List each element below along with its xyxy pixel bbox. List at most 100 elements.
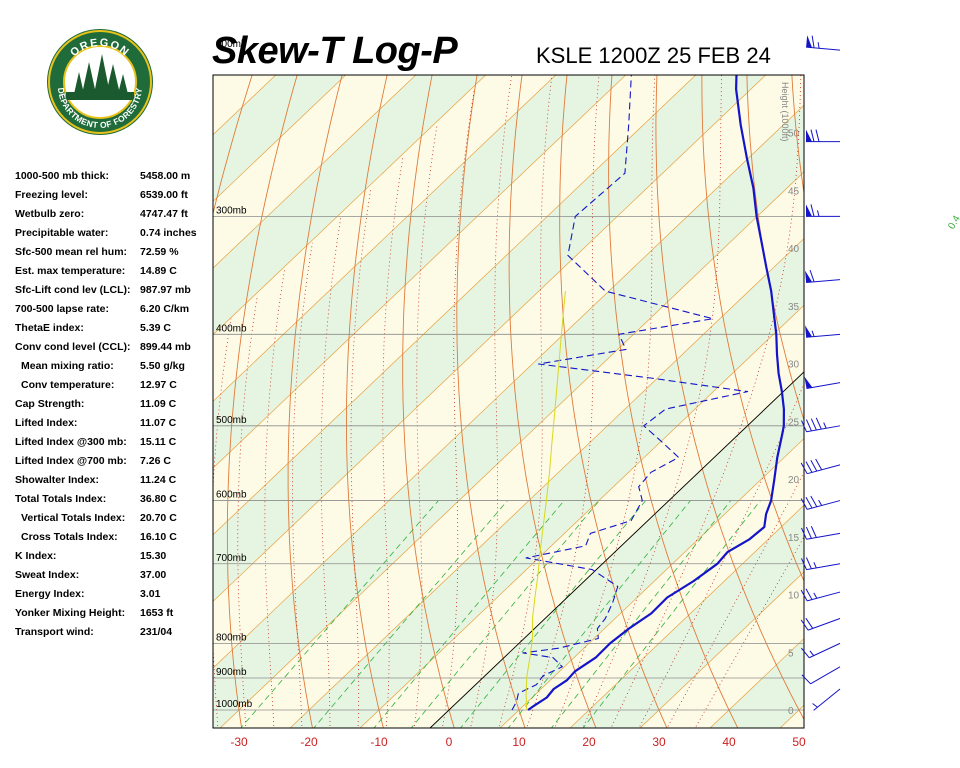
wind-barb xyxy=(801,557,841,571)
index-row: Est. max temperature: 14.89 C xyxy=(15,263,215,282)
index-row: Lifted Index @300 mb: 15.11 C xyxy=(15,434,215,453)
wind-barb xyxy=(805,269,841,284)
index-label: Showalter Index: xyxy=(15,474,100,486)
index-label: Sweat Index: xyxy=(15,569,80,581)
wind-barb-staff xyxy=(806,563,841,571)
height-tick-label: 0 xyxy=(788,706,794,717)
wind-barb-pennant xyxy=(804,376,813,389)
height-tick-label: 15 xyxy=(788,533,800,544)
wind-barb-flag xyxy=(815,458,823,471)
index-label: Total Totals Index: xyxy=(15,493,107,505)
x-tick-label: 0 xyxy=(446,735,453,749)
moist-adiabat xyxy=(582,75,723,728)
pressure-label: 1000mb xyxy=(216,699,253,710)
index-label: Energy Index: xyxy=(15,588,85,600)
x-tick-label: -10 xyxy=(370,735,388,749)
index-value: 4747.47 ft xyxy=(140,208,188,220)
x-tick-label: 20 xyxy=(582,735,596,749)
index-value: 16.10 C xyxy=(140,531,177,543)
x-tick-label: -20 xyxy=(300,735,318,749)
index-value: 11.07 C xyxy=(140,417,177,429)
isotherm-line xyxy=(213,75,416,269)
mixing-ratio-line xyxy=(582,500,761,728)
wind-barb-staff xyxy=(806,46,841,51)
wind-barb-halfflag xyxy=(811,330,815,337)
isotherm-line xyxy=(569,504,804,728)
index-value: 6.20 C/km xyxy=(140,303,190,315)
x-tick-label: 50 xyxy=(792,735,806,749)
isotherm-line xyxy=(779,704,804,728)
index-label: Cap Strength: xyxy=(15,398,85,410)
wind-barb-flag xyxy=(800,498,808,510)
index-row: 1000-500 mb thick: 5458.00 m xyxy=(15,168,215,187)
index-label: ThetaE index: xyxy=(15,322,84,334)
height-tick-label: 40 xyxy=(788,244,800,255)
index-row: Showalter Index: 11.24 C xyxy=(15,472,215,491)
chart-title: Skew-T Log-P xyxy=(212,30,458,72)
height-axis-title: Height (1000ft) xyxy=(780,82,790,142)
isotherm-line xyxy=(289,238,804,728)
plot-border xyxy=(212,74,805,729)
index-label: Transport wind: xyxy=(15,626,94,638)
index-label: Sfc-Lift cond lev (LCL): xyxy=(15,284,131,296)
wind-barb-flag xyxy=(815,129,820,142)
wind-barb xyxy=(805,325,841,338)
index-value: 7.26 C xyxy=(140,455,171,467)
index-value: 15.11 C xyxy=(140,436,177,448)
dry-adiabat xyxy=(791,75,804,196)
wind-barb-halfflag xyxy=(809,650,815,656)
height-tick-label: 25 xyxy=(788,417,800,428)
index-label: Conv cond level (CCL): xyxy=(15,341,131,353)
wind-barb-halfflag xyxy=(813,562,817,569)
pressure-label: 500mb xyxy=(216,415,247,426)
pressure-label: 600mb xyxy=(216,490,247,501)
index-label: 1000-500 mb thick: xyxy=(15,170,109,182)
temperature-band xyxy=(213,105,804,728)
wind-barb xyxy=(801,642,841,659)
wind-barb-flag xyxy=(810,460,818,472)
index-value: 5.39 C xyxy=(140,322,171,334)
wind-barb-halfflag xyxy=(813,592,818,599)
wind-barb xyxy=(801,417,841,433)
index-label: Est. max temperature: xyxy=(15,265,126,277)
wind-barb-pennant xyxy=(806,129,812,142)
index-row: Total Totals Index: 36.80 C xyxy=(15,491,215,510)
wind-barb-flag xyxy=(810,526,817,538)
index-row: K Index: 15.30 xyxy=(15,548,215,567)
wind-barb-pennant xyxy=(806,204,812,217)
index-label: Sfc-500 mean rel hum: xyxy=(15,246,128,258)
index-value: 3.01 xyxy=(140,588,161,600)
wind-barb-flag xyxy=(801,420,807,432)
index-value: 15.30 xyxy=(140,550,167,562)
index-value: 1653 ft xyxy=(140,607,174,619)
index-row: Freezing level: 6539.00 ft xyxy=(15,187,215,206)
index-value: 20.70 C xyxy=(140,512,177,524)
station-label: KSLE 1200Z 25 FEB 24 xyxy=(536,43,771,68)
wind-barb-flag xyxy=(805,617,814,629)
height-tick-label: 20 xyxy=(788,475,800,486)
wind-barb-pennant xyxy=(805,325,813,338)
height-tick-label: 5 xyxy=(788,648,794,659)
freezing-isotherm xyxy=(429,371,804,728)
moist-adiabat xyxy=(694,536,804,728)
index-row: Sfc-Lift cond lev (LCL): 987.97 mb xyxy=(15,282,215,301)
index-label: Conv temperature: xyxy=(21,379,115,391)
index-label: Lifted Index @300 mb: xyxy=(15,436,127,448)
isotherm-line xyxy=(213,104,804,669)
index-value: 72.59 % xyxy=(140,246,179,258)
x-tick-label: -30 xyxy=(230,735,248,749)
wind-barb-flag xyxy=(805,557,812,570)
x-tick-label: 30 xyxy=(652,735,666,749)
index-label: Freezing level: xyxy=(15,189,88,201)
wind-barb-flag xyxy=(810,418,817,431)
mixing-ratio-line xyxy=(460,500,646,728)
index-label: Wetbulb zero: xyxy=(15,208,85,220)
index-row: Conv temperature: 12.97 C xyxy=(15,377,215,396)
index-row: Lifted Index @700 mb: 7.26 C xyxy=(15,453,215,472)
stability-indices-panel: 1000-500 mb thick: 5458.00 m Freezing leve… xyxy=(15,168,215,643)
x-tick-label: 10 xyxy=(512,735,526,749)
isotherm-line xyxy=(850,75,960,728)
index-row: Transport wind: 231/04 xyxy=(15,624,215,643)
wind-barb xyxy=(800,588,841,602)
